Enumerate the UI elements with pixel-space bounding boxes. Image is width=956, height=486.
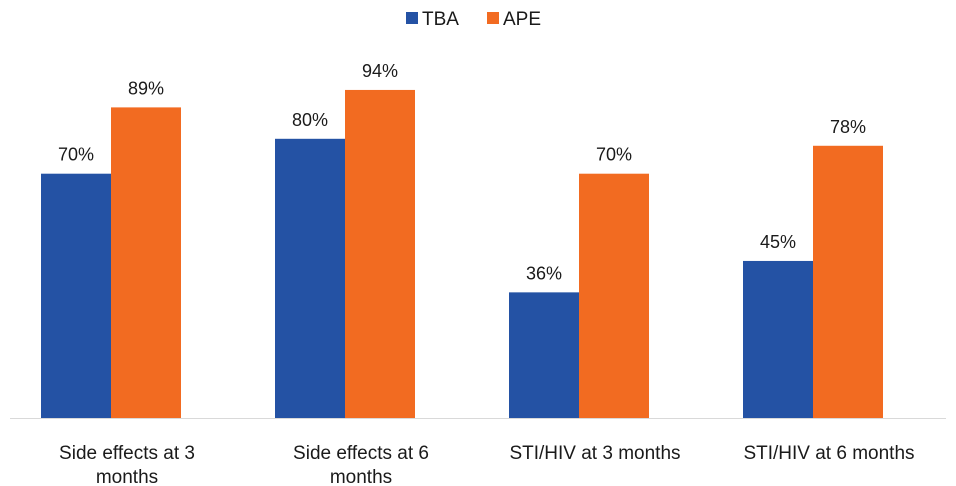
data-label-ape-0: 89% (128, 78, 164, 98)
legend-label-tba: TBA (422, 9, 459, 30)
bar-tba-1 (275, 138, 345, 419)
data-label-tba-2: 36% (526, 263, 562, 283)
value-labels: 70% 89% 80% 94% 36% 70% 45% 78% (58, 61, 866, 283)
category-label-2: STI/HIV at 3 months (509, 443, 680, 464)
legend-swatch-tba (406, 12, 418, 24)
category-label-1: Side effects at 6 months (293, 443, 429, 486)
category-label-3: STI/HIV at 6 months (743, 443, 914, 464)
bar-ape-0 (111, 107, 181, 418)
bars (41, 89, 883, 419)
bar-tba-0 (41, 173, 111, 418)
data-label-ape-3: 78% (830, 117, 866, 137)
data-label-ape-2: 70% (596, 145, 632, 165)
data-label-tba-0: 70% (58, 145, 94, 165)
bar-ape-1 (345, 89, 415, 418)
bar-ape-2 (579, 173, 649, 418)
data-label-tba-1: 80% (292, 110, 328, 130)
category-label-0: Side effects at 3 months (59, 443, 195, 486)
legend-swatch-ape (487, 12, 499, 24)
bar-tba-2 (509, 292, 579, 418)
bar-ape-3 (813, 145, 883, 418)
legend: TBA APE (406, 9, 541, 30)
data-label-ape-1: 94% (362, 61, 398, 81)
category-labels: Side effects at 3 months Side effects at 6… (59, 443, 914, 486)
legend-label-ape: APE (503, 9, 541, 30)
bar-tba-3 (743, 260, 813, 418)
data-label-tba-3: 45% (760, 232, 796, 252)
